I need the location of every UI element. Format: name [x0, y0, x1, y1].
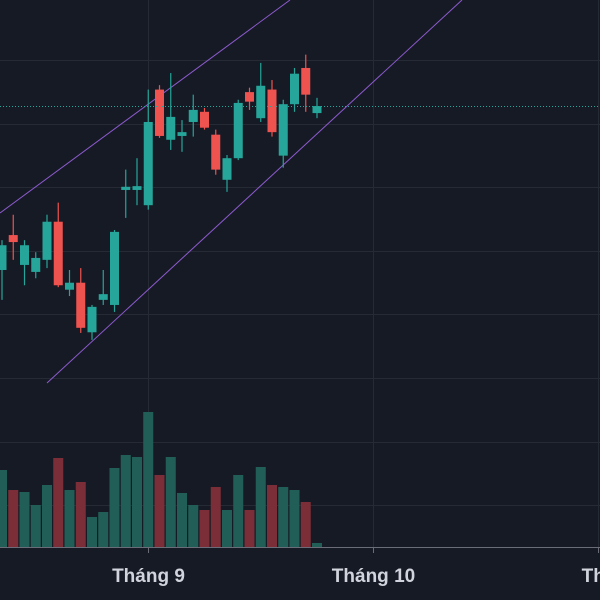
volume-bar: [30, 505, 41, 547]
volume-bar: [255, 467, 266, 547]
candle-body: [301, 67, 311, 95]
marks: [0, 54, 600, 547]
volume-bar: [210, 487, 221, 547]
candle-body: [76, 282, 86, 328]
volume-bar: [165, 457, 176, 547]
volume-bar: [42, 485, 52, 547]
candle-body: [245, 92, 254, 102]
candle-body: [98, 294, 108, 300]
volume-bar: [300, 502, 311, 547]
candle-body: [110, 231, 119, 305]
volume-bar: [64, 490, 75, 547]
volume-bar: [199, 510, 210, 547]
volume-bar: [222, 510, 232, 547]
x-tick-label: Thá: [582, 566, 600, 587]
candle-body: [121, 186, 131, 190]
candle-body: [211, 134, 221, 170]
candle-body: [278, 104, 288, 156]
candle-body: [8, 235, 18, 243]
candle-body: [256, 85, 266, 119]
candle-body: [166, 116, 176, 140]
volume-bar: [188, 505, 199, 547]
volume-bar: [53, 458, 64, 547]
volume-bar: [143, 412, 154, 547]
candle-body: [132, 186, 142, 190]
channel-lower: [46, 0, 463, 384]
volume-bar: [289, 490, 300, 547]
grid: [0, 0, 600, 547]
x-axis-labels: Tháng 9 Tháng 10 Thá: [112, 547, 600, 587]
candle-body: [312, 106, 322, 114]
candle-body: [267, 89, 277, 133]
volume-bar: [120, 455, 131, 547]
candle-body: [177, 132, 187, 136]
volume-bar: [0, 470, 7, 547]
candle-body: [65, 282, 74, 290]
volume-bar: [87, 517, 97, 547]
volume-bar: [19, 492, 30, 547]
volume-bar: [278, 487, 289, 547]
candle-body: [42, 221, 52, 260]
volume-bar: [244, 510, 255, 547]
candle-body: [290, 73, 299, 105]
volume-bar: [177, 493, 187, 547]
volume-bar: [312, 543, 322, 547]
x-tick-label: Tháng 9: [112, 566, 185, 587]
candle-body: [200, 111, 209, 128]
candle-body: [155, 89, 164, 136]
candle-body: [233, 102, 243, 159]
candle-body: [0, 245, 7, 271]
volume-bar: [98, 512, 109, 547]
x-tick-label: Tháng 10: [332, 566, 415, 587]
candle-body: [20, 245, 29, 265]
volume-bar: [75, 482, 86, 547]
candle-body: [87, 306, 97, 333]
volume-bar: [109, 468, 120, 547]
volume-bar: [8, 490, 19, 547]
candle-body: [53, 221, 63, 286]
candle-body: [188, 109, 198, 122]
volume-bar: [132, 457, 142, 547]
volume-bar: [154, 475, 165, 547]
candle-body: [222, 158, 232, 180]
candle-body: [143, 121, 153, 206]
volume-bar: [267, 485, 277, 547]
candle-body: [31, 257, 41, 272]
volume-bar: [233, 475, 244, 547]
